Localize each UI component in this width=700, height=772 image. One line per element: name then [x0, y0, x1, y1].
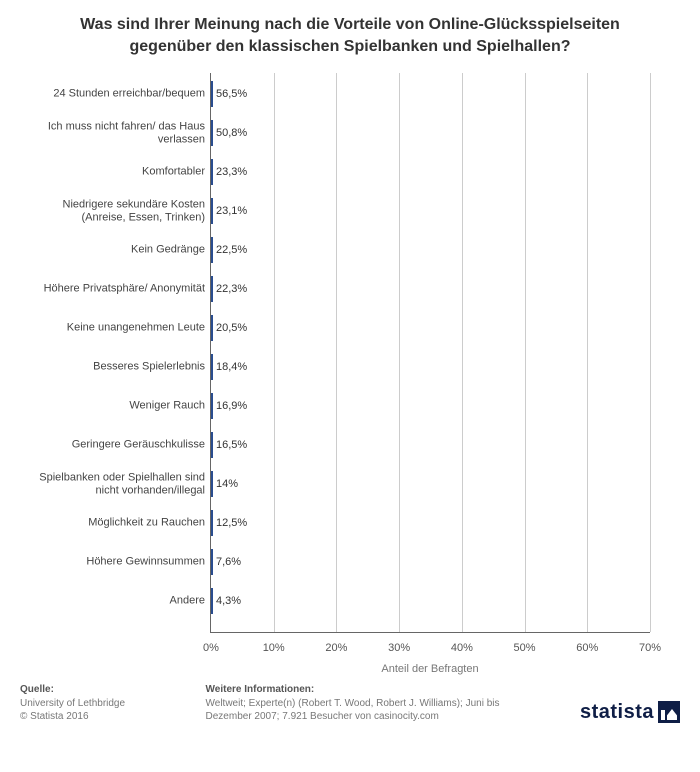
bar-value: 16,9%: [212, 400, 247, 412]
bar-value: 22,5%: [212, 244, 247, 256]
grid-line: [274, 73, 275, 632]
bar-value: 23,3%: [212, 166, 247, 178]
bar-value: 23,1%: [212, 205, 247, 217]
bar-value: 4,3%: [212, 595, 241, 607]
source-line-1: University of Lethbridge: [20, 698, 125, 709]
bar: 14%: [211, 471, 213, 497]
footer: Quelle: University of Lethbridge © Stati…: [0, 683, 700, 734]
grid-line: [399, 73, 400, 632]
bar: 23,1%: [211, 198, 213, 224]
bar-label: Komfortabler: [25, 166, 211, 179]
x-axis-title: Anteil der Befragten: [210, 663, 650, 675]
bar-value: 22,3%: [212, 283, 247, 295]
bar-label: Höhere Privatsphäre/ Anonymität: [25, 283, 211, 296]
logo-mark-icon: [658, 701, 680, 723]
source-heading: Quelle:: [20, 684, 54, 695]
x-tick-label: 10%: [263, 642, 285, 654]
bar: 16,9%: [211, 393, 213, 419]
x-tick-label: 50%: [514, 642, 536, 654]
grid-line: [650, 73, 651, 632]
bar: 22,3%: [211, 276, 213, 302]
bar-label: 24 Stunden erreichbar/bequem: [25, 88, 211, 101]
bar-label: Keine unangenehmen Leute: [25, 322, 211, 335]
bar-label: Möglichkeit zu Rauchen: [25, 517, 211, 530]
info-line-1: Weltweit; Experte(n) (Robert T. Wood, Ro…: [206, 698, 500, 709]
source-block: Quelle: University of Lethbridge © Stati…: [20, 683, 125, 724]
info-line-2: Dezember 2007; 7.921 Besucher von casino…: [206, 711, 439, 722]
bar: 18,4%: [211, 354, 213, 380]
bar-label: Höhere Gewinnsummen: [25, 556, 211, 569]
bar-value: 14%: [212, 478, 238, 490]
x-tick-label: 70%: [639, 642, 661, 654]
bar: 16,5%: [211, 432, 213, 458]
title-line-2: gegenüber den klassischen Spielbanken un…: [130, 38, 571, 55]
bar-label: Besseres Spielerlebnis: [25, 361, 211, 374]
grid-line: [587, 73, 588, 632]
bar-label: Geringere Geräuschkulisse: [25, 439, 211, 452]
bar-value: 20,5%: [212, 322, 247, 334]
bar: 4,3%: [211, 588, 213, 614]
bar-label: Ich muss nicht fahren/ das Haus verlasse…: [25, 121, 211, 146]
bar-label: Kein Gedränge: [25, 244, 211, 257]
grid-line: [336, 73, 337, 632]
bar-value: 7,6%: [212, 556, 241, 568]
bar: 12,5%: [211, 510, 213, 536]
bar: 50,8%: [211, 120, 213, 146]
bar-label: Andere: [25, 595, 211, 608]
bar-value: 12,5%: [212, 517, 247, 529]
title-line-1: Was sind Ihrer Meinung nach die Vorteile…: [80, 16, 620, 33]
bar: 7,6%: [211, 549, 213, 575]
grid-line: [462, 73, 463, 632]
bar-label: Weniger Rauch: [25, 400, 211, 413]
plot-region: 0%10%20%30%40%50%60%70%24 Stunden erreic…: [210, 73, 650, 633]
x-tick-label: 40%: [451, 642, 473, 654]
chart-area: 0% 10% 20% 30% 40% 50% 60% 70% 24 Stunden erreic…: [20, 73, 680, 683]
logo-text: statista: [580, 701, 654, 724]
x-tick-label: 0%: [203, 642, 219, 654]
bar-label: Niedrigere sekundäre Kosten (Anreise, Es…: [25, 199, 211, 224]
bar: 22,5%: [211, 237, 213, 263]
bar-value: 56,5%: [212, 88, 247, 100]
bar: 20,5%: [211, 315, 213, 341]
bar-value: 18,4%: [212, 361, 247, 373]
bar-label: Spielbanken oder Spielhallen sind nicht …: [25, 472, 211, 497]
chart-title: Was sind Ihrer Meinung nach die Vorteile…: [0, 0, 700, 63]
grid-line: [525, 73, 526, 632]
x-tick-label: 30%: [388, 642, 410, 654]
bar-value: 50,8%: [212, 127, 247, 139]
bar: 23,3%: [211, 159, 213, 185]
source-line-2: © Statista 2016: [20, 711, 89, 722]
x-tick-label: 60%: [576, 642, 598, 654]
x-tick-label: 20%: [325, 642, 347, 654]
info-block: Weitere Informationen: Weltweit; Experte…: [206, 683, 500, 724]
bar-value: 16,5%: [212, 439, 247, 451]
bar: 56,5%: [211, 81, 213, 107]
info-heading: Weitere Informationen:: [206, 684, 315, 695]
statista-logo: statista: [580, 701, 680, 724]
